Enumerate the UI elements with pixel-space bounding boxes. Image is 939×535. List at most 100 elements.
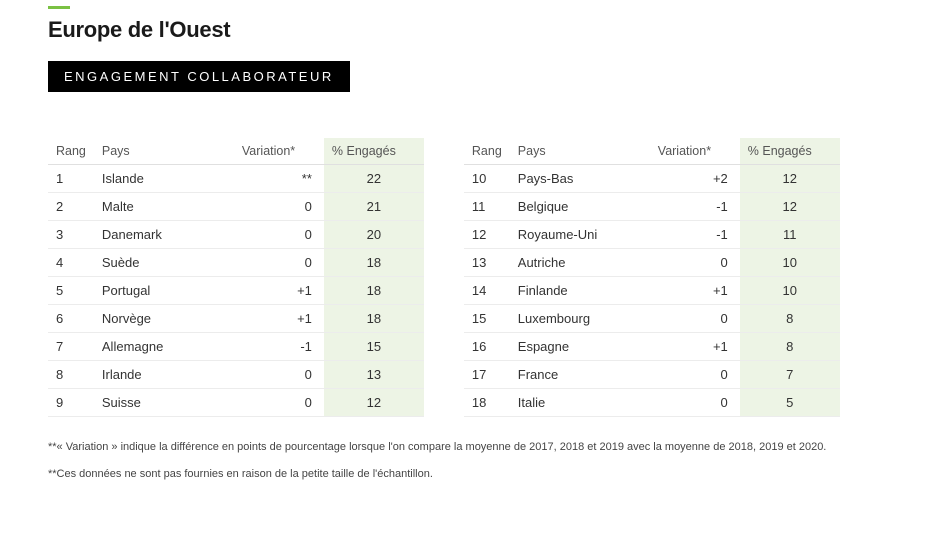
- table-row: 9Suisse012: [48, 389, 424, 417]
- cell-rank: 5: [48, 277, 94, 305]
- table-row: 4Suède018: [48, 249, 424, 277]
- cell-rank: 6: [48, 305, 94, 333]
- cell-variation: 0: [234, 221, 324, 249]
- cell-rank: 13: [464, 249, 510, 277]
- cell-engaged: 11: [740, 221, 840, 249]
- cell-engaged: 21: [324, 193, 424, 221]
- cell-engaged: 13: [324, 361, 424, 389]
- tables-container: Rang Pays Variation* % Engagés 1Islande*…: [48, 138, 891, 417]
- cell-rank: 9: [48, 389, 94, 417]
- cell-variation: +1: [650, 333, 740, 361]
- cell-country: Irlande: [94, 361, 234, 389]
- cell-country: Espagne: [510, 333, 650, 361]
- table-row: 18Italie05: [464, 389, 840, 417]
- table-row: 5Portugal+118: [48, 277, 424, 305]
- cell-rank: 14: [464, 277, 510, 305]
- table-row: 1Islande**22: [48, 165, 424, 193]
- table-row: 14Finlande+110: [464, 277, 840, 305]
- cell-variation: 0: [234, 193, 324, 221]
- cell-engaged: 18: [324, 305, 424, 333]
- table-row: 17France07: [464, 361, 840, 389]
- cell-engaged: 8: [740, 333, 840, 361]
- cell-engaged: 5: [740, 389, 840, 417]
- table-row: 13Autriche010: [464, 249, 840, 277]
- table-header-row: Rang Pays Variation* % Engagés: [48, 138, 424, 165]
- cell-engaged: 18: [324, 277, 424, 305]
- engagement-table-right: Rang Pays Variation* % Engagés 10Pays-Ba…: [464, 138, 840, 417]
- cell-variation: **: [234, 165, 324, 193]
- cell-engaged: 18: [324, 249, 424, 277]
- cell-engaged: 22: [324, 165, 424, 193]
- footnotes: **« Variation » indique la différence en…: [48, 437, 891, 485]
- table-row: 3Danemark020: [48, 221, 424, 249]
- cell-engaged: 12: [740, 193, 840, 221]
- cell-variation: +2: [650, 165, 740, 193]
- cell-country: Pays-Bas: [510, 165, 650, 193]
- col-header-country: Pays: [94, 138, 234, 165]
- cell-variation: +1: [234, 277, 324, 305]
- col-header-variation: Variation*: [234, 138, 324, 165]
- col-header-country: Pays: [510, 138, 650, 165]
- cell-rank: 18: [464, 389, 510, 417]
- cell-rank: 4: [48, 249, 94, 277]
- table-row: 16Espagne+18: [464, 333, 840, 361]
- cell-variation: 0: [234, 389, 324, 417]
- cell-country: Autriche: [510, 249, 650, 277]
- table-row: 10Pays-Bas+212: [464, 165, 840, 193]
- cell-rank: 17: [464, 361, 510, 389]
- cell-variation: +1: [234, 305, 324, 333]
- table-row: 6Norvège+118: [48, 305, 424, 333]
- cell-variation: 0: [650, 249, 740, 277]
- cell-rank: 11: [464, 193, 510, 221]
- cell-rank: 15: [464, 305, 510, 333]
- col-header-rank: Rang: [48, 138, 94, 165]
- cell-engaged: 15: [324, 333, 424, 361]
- cell-country: Italie: [510, 389, 650, 417]
- cell-rank: 3: [48, 221, 94, 249]
- cell-variation: 0: [650, 305, 740, 333]
- cell-engaged: 8: [740, 305, 840, 333]
- accent-line: [48, 6, 70, 9]
- cell-rank: 1: [48, 165, 94, 193]
- cell-variation: 0: [650, 389, 740, 417]
- col-header-engaged: % Engagés: [324, 138, 424, 165]
- cell-country: France: [510, 361, 650, 389]
- cell-variation: -1: [650, 221, 740, 249]
- table-row: 15Luxembourg08: [464, 305, 840, 333]
- cell-engaged: 10: [740, 249, 840, 277]
- cell-variation: 0: [234, 361, 324, 389]
- cell-engaged: 10: [740, 277, 840, 305]
- cell-rank: 2: [48, 193, 94, 221]
- cell-variation: 0: [650, 361, 740, 389]
- cell-variation: +1: [650, 277, 740, 305]
- cell-country: Suisse: [94, 389, 234, 417]
- cell-country: Islande: [94, 165, 234, 193]
- table-row: 12Royaume-Uni-111: [464, 221, 840, 249]
- col-header-rank: Rang: [464, 138, 510, 165]
- section-label-badge: ENGAGEMENT COLLABORATEUR: [48, 61, 350, 92]
- cell-engaged: 7: [740, 361, 840, 389]
- cell-country: Norvège: [94, 305, 234, 333]
- cell-country: Malte: [94, 193, 234, 221]
- cell-country: Portugal: [94, 277, 234, 305]
- cell-country: Belgique: [510, 193, 650, 221]
- cell-rank: 8: [48, 361, 94, 389]
- cell-rank: 7: [48, 333, 94, 361]
- cell-country: Royaume-Uni: [510, 221, 650, 249]
- cell-rank: 16: [464, 333, 510, 361]
- table-row: 2Malte021: [48, 193, 424, 221]
- cell-engaged: 12: [740, 165, 840, 193]
- cell-country: Suède: [94, 249, 234, 277]
- table-row: 7Allemagne-115: [48, 333, 424, 361]
- footnote-sample: **Ces données ne sont pas fournies en ra…: [48, 464, 891, 485]
- cell-country: Finlande: [510, 277, 650, 305]
- cell-rank: 10: [464, 165, 510, 193]
- cell-country: Luxembourg: [510, 305, 650, 333]
- cell-country: Danemark: [94, 221, 234, 249]
- engagement-table-left: Rang Pays Variation* % Engagés 1Islande*…: [48, 138, 424, 417]
- cell-engaged: 12: [324, 389, 424, 417]
- cell-engaged: 20: [324, 221, 424, 249]
- cell-country: Allemagne: [94, 333, 234, 361]
- table-header-row: Rang Pays Variation* % Engagés: [464, 138, 840, 165]
- page-title: Europe de l'Ouest: [48, 17, 891, 43]
